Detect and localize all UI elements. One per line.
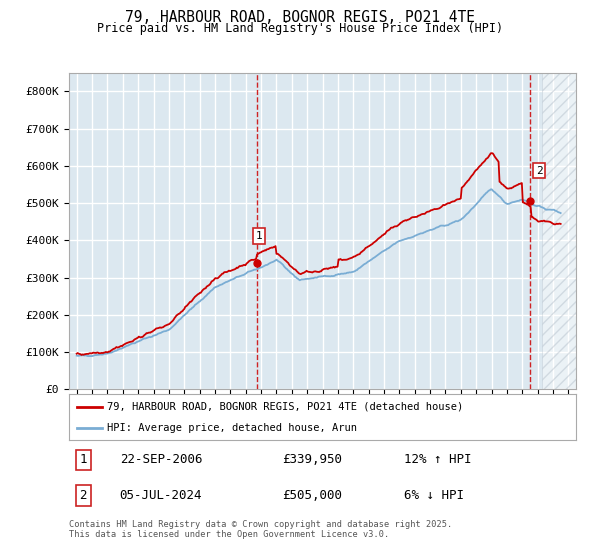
Text: 12% ↑ HPI: 12% ↑ HPI [404, 453, 471, 466]
Text: 6% ↓ HPI: 6% ↓ HPI [404, 489, 464, 502]
Text: 2: 2 [536, 166, 542, 176]
Text: Contains HM Land Registry data © Crown copyright and database right 2025.
This d: Contains HM Land Registry data © Crown c… [69, 520, 452, 539]
Text: £339,950: £339,950 [282, 453, 342, 466]
Text: 1: 1 [79, 453, 87, 466]
Text: 1: 1 [256, 231, 262, 241]
Text: 79, HARBOUR ROAD, BOGNOR REGIS, PO21 4TE (detached house): 79, HARBOUR ROAD, BOGNOR REGIS, PO21 4TE… [107, 402, 463, 412]
Text: Price paid vs. HM Land Registry's House Price Index (HPI): Price paid vs. HM Land Registry's House … [97, 22, 503, 35]
Text: 2: 2 [79, 489, 87, 502]
Text: £505,000: £505,000 [282, 489, 342, 502]
Text: 22-SEP-2006: 22-SEP-2006 [120, 453, 202, 466]
Bar [542, 73, 578, 389]
Text: 05-JUL-2024: 05-JUL-2024 [120, 489, 202, 502]
Text: 79, HARBOUR ROAD, BOGNOR REGIS, PO21 4TE: 79, HARBOUR ROAD, BOGNOR REGIS, PO21 4TE [125, 10, 475, 25]
Text: HPI: Average price, detached house, Arun: HPI: Average price, detached house, Arun [107, 423, 357, 433]
